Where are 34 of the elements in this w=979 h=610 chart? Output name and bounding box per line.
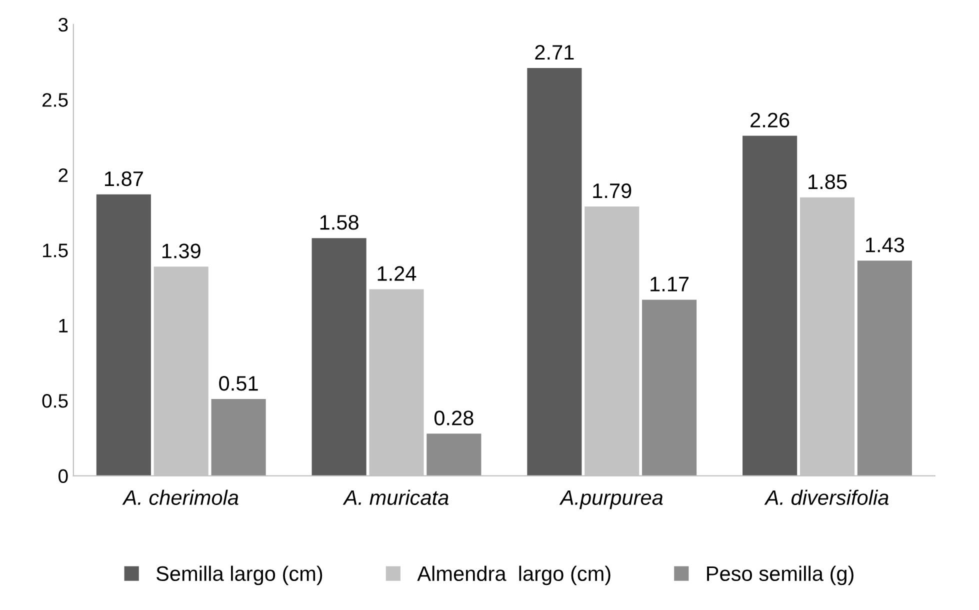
y-tick-label: 1 [59, 319, 68, 332]
y-tick-label: 3 [58, 18, 68, 32]
legend-label: Semilla largo (cm) [156, 566, 322, 586]
data-label: 1.24 [378, 266, 416, 281]
y-tick-label: 1.5 [43, 244, 68, 258]
legend-label: Almendra largo (cm) [417, 566, 610, 586]
data-label: 1.85 [808, 174, 847, 190]
y-tick-label: 0 [58, 469, 68, 484]
y-tick-label: 2 [58, 168, 68, 182]
data-label: 0.51 [219, 376, 258, 391]
bar [426, 434, 482, 476]
bar [312, 238, 366, 476]
bar [642, 300, 697, 476]
x-tick-label: A.purpurea [559, 490, 663, 510]
legend-label: Peso semilla (g) [707, 566, 854, 586]
y-tick-label: 0.5 [42, 394, 68, 408]
data-label: 1.17 [650, 276, 689, 292]
data-label: 0.28 [434, 410, 474, 426]
bar [527, 68, 582, 476]
data-label: 1.79 [593, 183, 632, 198]
x-tick-label: A. muricata [342, 490, 448, 505]
data-label: 2.71 [535, 45, 574, 60]
bar [96, 194, 151, 476]
data-label: 1.43 [866, 238, 904, 252]
y-tick-label: 2.5 [42, 93, 68, 107]
data-label: 1.39 [162, 244, 200, 258]
x-tick-label: A. diversifolia [764, 490, 888, 505]
bar [211, 399, 266, 476]
bar [857, 260, 912, 476]
x-tick-label: A. cherimola [122, 490, 238, 505]
data-label: 1.58 [320, 215, 358, 230]
data-label: 2.26 [750, 112, 790, 128]
bar [742, 136, 798, 476]
data-label: 1.87 [104, 171, 143, 186]
